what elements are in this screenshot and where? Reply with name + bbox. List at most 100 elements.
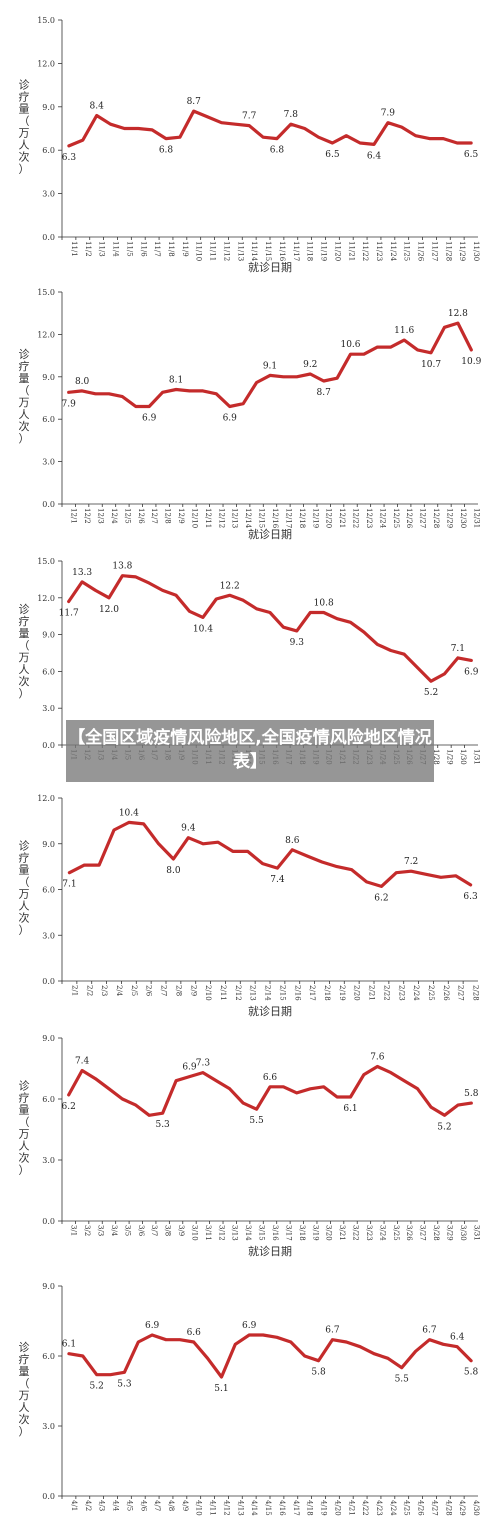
data-point	[127, 821, 131, 824]
data-label: 7.4	[75, 1057, 90, 1067]
data-point	[95, 1373, 98, 1376]
chart-svg: 0.0 3.0 6.0 9.0 12.0 2/1 2/2 2/3 2/4 2/5 2/6 2/7 2/8…	[19, 794, 480, 1018]
data-point	[372, 1352, 376, 1355]
data-point	[150, 1333, 154, 1337]
x-tick-label: 4/7	[153, 1500, 161, 1511]
y-axis-label-char: 万	[19, 396, 30, 409]
x-tick-label: 4/28	[444, 1500, 452, 1516]
y-axis-label-char: 人	[19, 408, 30, 421]
data-point	[228, 1087, 231, 1091]
data-label: 8.7	[317, 388, 332, 398]
series-line	[67, 109, 473, 148]
y-axis-label-char: 量	[19, 627, 30, 640]
data-point	[94, 392, 97, 395]
x-tick-label: 12/9	[177, 508, 185, 524]
data-point	[137, 1340, 140, 1344]
data-label: 6.8	[270, 146, 285, 156]
data-point	[389, 1071, 392, 1074]
data-point	[439, 876, 443, 879]
data-point	[442, 137, 445, 140]
x-tick-label: 11/27	[430, 241, 438, 261]
x-tick-label: 1/31	[472, 749, 480, 765]
x-tick-label: 2/16	[293, 985, 301, 1001]
data-point	[97, 863, 101, 867]
data-point	[268, 374, 272, 377]
y-axis-label-char: 万	[19, 651, 30, 664]
data-point	[416, 348, 419, 352]
y-axis-label-char: （	[19, 876, 30, 889]
data-point	[94, 1077, 97, 1080]
x-tick-label: 4/1	[70, 1500, 78, 1511]
x-tick-label: 3/2	[83, 1225, 91, 1236]
data-point	[282, 626, 285, 629]
chart-svg: 0.0 3.0 6.0 9.0 3/1 3/2 3/3 3/4 3/5 3/6 3/7 3/8 3/9 3…	[19, 1034, 481, 1258]
y-axis-label-char: 量	[19, 864, 30, 877]
data-point	[231, 850, 235, 853]
data-label: 10.7	[421, 360, 441, 370]
data-point	[67, 391, 70, 394]
data-point	[246, 850, 249, 853]
x-tick-label: 11/16	[278, 241, 286, 262]
overlay-title-banner: 【全国区域疫情风险地区,全国疫情风险地区情况表】	[66, 720, 434, 782]
x-tick-label: 3/11	[204, 1225, 212, 1241]
x-tick-label: 11/3	[98, 241, 106, 257]
data-point	[428, 137, 431, 140]
data-label: 6.9	[182, 1063, 197, 1073]
x-tick-label: 2/20	[353, 985, 361, 1001]
x-tick-label: 11/13	[236, 241, 244, 261]
x-tick-label: 12/7	[150, 508, 158, 524]
x-tick-label: 11/28	[444, 241, 452, 261]
x-tick-label: 4/25	[403, 1500, 411, 1516]
x-tick-label: 12/19	[311, 508, 319, 528]
data-point	[268, 611, 272, 614]
data-point	[188, 389, 191, 393]
y-tick-label: 15.0	[37, 288, 55, 297]
x-tick-label: 12/30	[459, 508, 467, 528]
data-point	[178, 135, 182, 139]
y-axis-label: 诊疗量（万人次）	[19, 602, 30, 700]
data-label: 9.4	[181, 824, 196, 834]
x-tick-label: 4/10	[195, 1500, 203, 1516]
x-tick-label: 12/14	[244, 508, 252, 529]
x-tick-label: 3/25	[392, 1225, 400, 1241]
data-point	[201, 616, 205, 619]
data-point	[255, 1107, 258, 1111]
data-point	[216, 841, 220, 844]
data-point	[349, 352, 352, 356]
x-tick-label: 3/5	[123, 1225, 131, 1236]
y-tick-label: 0.0	[42, 1217, 55, 1226]
y-tick-label: 9.0	[42, 1282, 55, 1291]
x-tick-label: 4/14	[250, 1500, 258, 1516]
y-axis-label-char: 万	[19, 1128, 30, 1141]
data-point	[68, 871, 71, 874]
data-point	[456, 1103, 460, 1107]
x-axis-label: 就诊日期	[248, 527, 292, 541]
x-tick-label: 11/10	[195, 241, 203, 261]
data-point	[268, 1085, 272, 1088]
x-tick-label: 12/21	[338, 508, 346, 528]
x-tick-label: 3/3	[97, 1225, 105, 1236]
y-axis-label-char: 疗	[19, 1352, 30, 1366]
x-tick-label: 2/28	[472, 985, 480, 1001]
data-point	[188, 1075, 191, 1078]
x-tick-label: 4/15	[264, 1500, 272, 1516]
data-point	[402, 1079, 406, 1082]
x-tick-label: 3/10	[190, 1225, 198, 1241]
y-axis-label-char: 人	[19, 1401, 30, 1414]
x-tick-label: 12/18	[298, 508, 306, 528]
x-tick-label: 2/7	[160, 985, 168, 996]
y-tick-label: 9.0	[42, 103, 55, 112]
x-tick-label: 12/27	[419, 508, 427, 528]
y-axis-label-char: 量	[19, 103, 30, 116]
data-point	[317, 1359, 320, 1362]
data-label: 6.1	[343, 1104, 357, 1114]
y-axis-label-char: 疗	[19, 851, 30, 865]
data-point	[305, 854, 309, 858]
x-tick-label: 4/30	[472, 1500, 480, 1516]
data-label: 5.8	[464, 1368, 479, 1378]
chart-1: 0.0 3.0 6.0 9.0 12.0 15.0 11/1 11/2 11/3 11/4 11/5…	[0, 10, 500, 274]
data-point	[174, 388, 178, 391]
data-label: 7.6	[370, 1052, 385, 1062]
x-tick-label: 3/22	[352, 1225, 360, 1241]
data-point	[164, 1338, 168, 1341]
